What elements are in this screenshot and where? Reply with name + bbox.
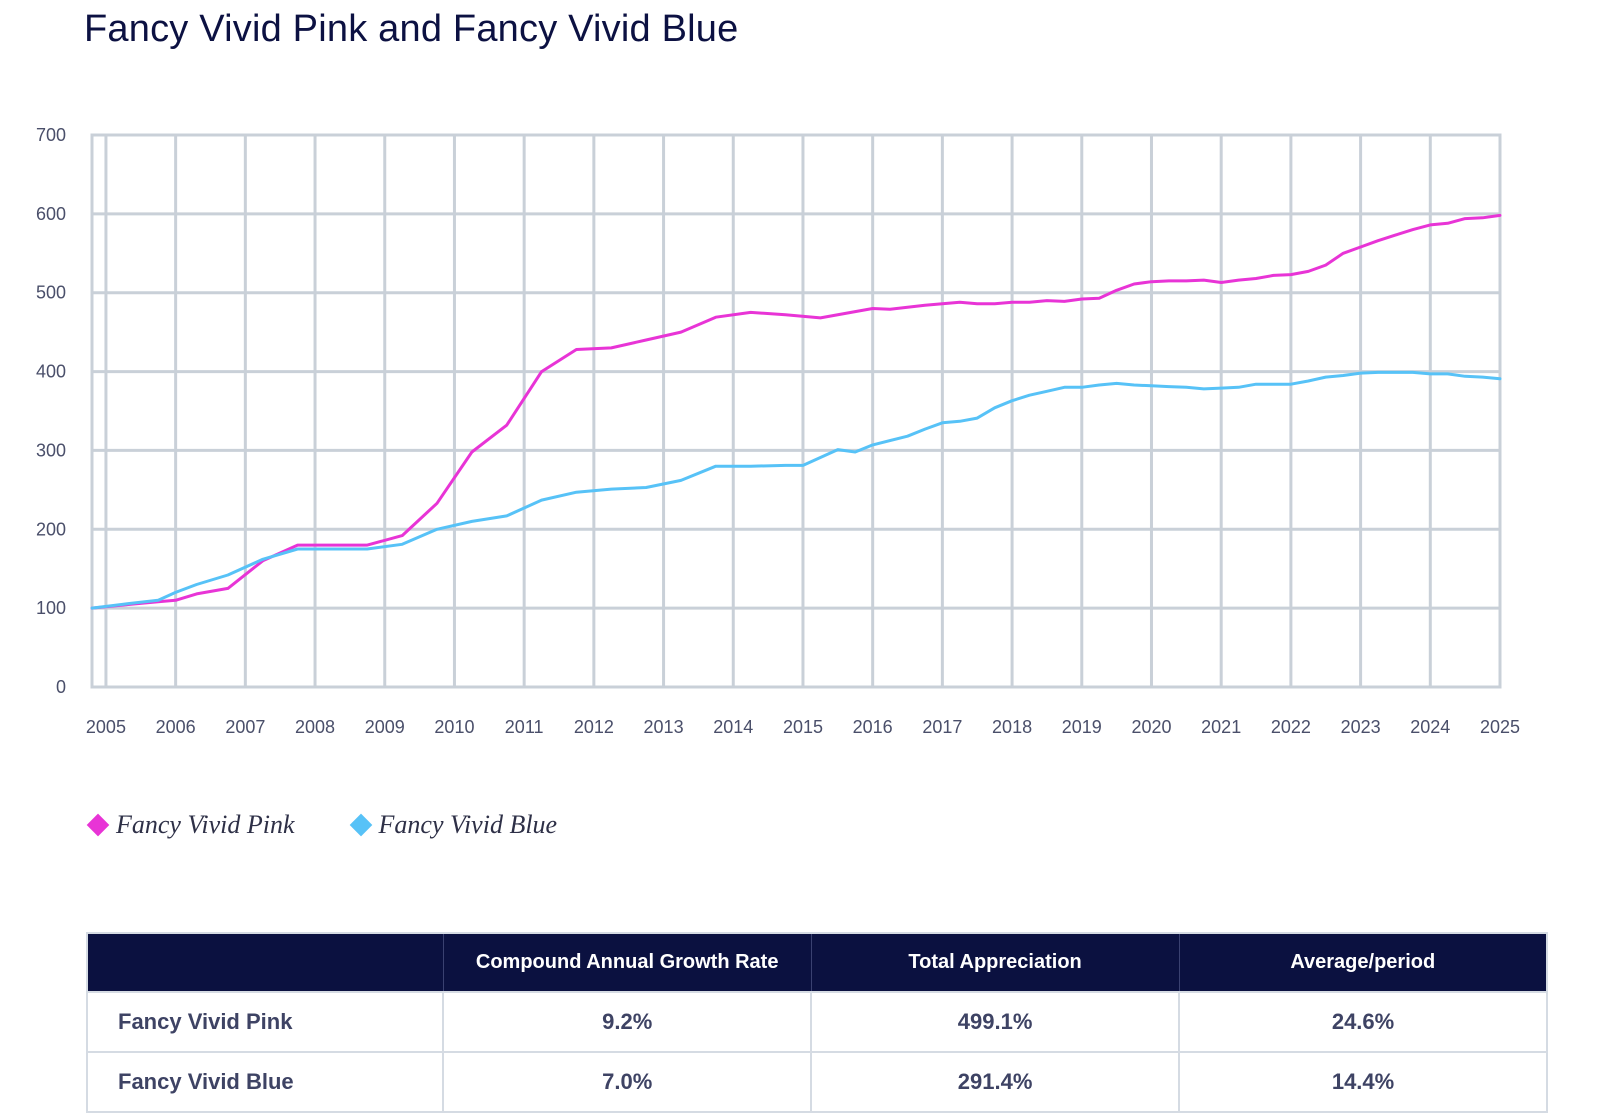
legend-item-blue[interactable]: Fancy Vivid Blue	[349, 810, 558, 840]
x-tick-label: 2023	[1341, 717, 1381, 737]
x-tick-label: 2013	[644, 717, 684, 737]
table-cell: 7.0%	[442, 1051, 813, 1113]
y-tick-label: 0	[56, 677, 66, 697]
stats-table: Compound Annual Growth Rate Total Apprec…	[85, 932, 1548, 1113]
series-line-fancy-vivid-blue[interactable]	[90, 370, 1502, 610]
y-tick-label: 600	[36, 204, 66, 224]
x-tick-label: 2018	[992, 717, 1032, 737]
x-tick-label: 2009	[365, 717, 405, 737]
legend-marker-blue	[349, 813, 372, 837]
table-cell: 499.1%	[810, 991, 1181, 1053]
grid	[90, 133, 1502, 689]
table-cell: 14.4%	[1178, 1051, 1548, 1113]
x-tick-label: 2016	[853, 717, 893, 737]
legend-marker-pink	[86, 813, 110, 837]
x-axis-ticks: 2005 2006 2007 2008 2009 2010 2011 2012 2013 2014…	[86, 717, 1520, 737]
x-tick-label: 2022	[1271, 717, 1311, 737]
y-tick-label: 700	[36, 125, 66, 145]
x-tick-label: 2012	[574, 717, 614, 737]
x-tick-label: 2011	[505, 717, 544, 737]
legend-item-pink[interactable]: Fancy Vivid Pink	[86, 810, 295, 840]
y-axis-ticks: 0 100 200 300 400 500 600 700	[36, 125, 66, 697]
table-row-label: Fancy Vivid Blue	[85, 1051, 445, 1113]
x-tick-label: 2021	[1201, 717, 1241, 737]
table-row: Fancy Vivid Pink 9.2% 499.1% 24.6%	[85, 991, 1548, 1053]
x-tick-label: 2025	[1480, 717, 1520, 737]
x-tick-label: 2015	[783, 717, 823, 737]
x-tick-label: 2005	[86, 717, 126, 737]
x-tick-label: 2019	[1062, 717, 1102, 737]
y-tick-label: 100	[36, 598, 66, 618]
table-header-row: Compound Annual Growth Rate Total Apprec…	[87, 933, 1547, 992]
x-tick-label: 2008	[295, 717, 335, 737]
table-header-cell: Compound Annual Growth Rate	[443, 933, 812, 992]
x-tick-label: 2010	[434, 717, 474, 737]
y-tick-label: 300	[36, 440, 66, 460]
table-cell: 9.2%	[442, 991, 813, 1053]
table-header-cell: Total Appreciation	[811, 933, 1180, 992]
x-tick-label: 2007	[225, 717, 265, 737]
table-row-label: Fancy Vivid Pink	[85, 991, 445, 1053]
table-cell: 24.6%	[1178, 991, 1548, 1053]
y-tick-label: 400	[36, 362, 66, 382]
legend: Fancy Vivid Pink Fancy Vivid Blue	[86, 810, 615, 840]
y-tick-label: 200	[36, 519, 66, 539]
series-line-fancy-vivid-pink[interactable]	[90, 213, 1502, 610]
x-tick-label: 2014	[713, 717, 753, 737]
x-tick-label: 2024	[1410, 717, 1450, 737]
plot-frame	[90, 133, 1502, 689]
table-header-cell: Average/period	[1179, 933, 1547, 992]
table-header-cell	[87, 933, 444, 992]
table-row: Fancy Vivid Blue 7.0% 291.4% 14.4%	[85, 1051, 1548, 1113]
x-tick-label: 2006	[156, 717, 196, 737]
x-tick-label: 2020	[1131, 717, 1171, 737]
y-tick-label: 500	[36, 283, 66, 303]
legend-label: Fancy Vivid Blue	[378, 810, 558, 839]
legend-label: Fancy Vivid Pink	[116, 810, 295, 839]
table-cell: 291.4%	[810, 1051, 1181, 1113]
x-tick-label: 2017	[922, 717, 962, 737]
chart-title: Fancy Vivid Pink and Fancy Vivid Blue	[84, 8, 739, 50]
series-lines	[90, 213, 1502, 610]
